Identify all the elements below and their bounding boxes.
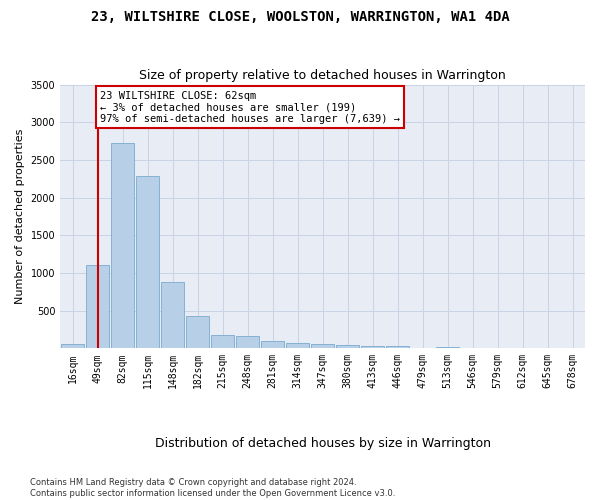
Bar — [136, 176, 159, 348]
Bar — [86, 266, 109, 348]
Y-axis label: Number of detached properties: Number of detached properties — [15, 128, 25, 304]
Bar — [311, 344, 334, 348]
Bar — [361, 346, 384, 348]
Bar — [161, 282, 184, 348]
Bar — [112, 142, 134, 348]
Text: 23 WILTSHIRE CLOSE: 62sqm
← 3% of detached houses are smaller (199)
97% of semi-: 23 WILTSHIRE CLOSE: 62sqm ← 3% of detach… — [100, 90, 400, 124]
Text: Contains HM Land Registry data © Crown copyright and database right 2024.
Contai: Contains HM Land Registry data © Crown c… — [30, 478, 395, 498]
Bar — [262, 341, 284, 348]
Bar — [386, 346, 409, 348]
Bar — [61, 344, 84, 348]
Bar — [236, 336, 259, 348]
Title: Size of property relative to detached houses in Warrington: Size of property relative to detached ho… — [139, 69, 506, 82]
Bar — [187, 316, 209, 348]
X-axis label: Distribution of detached houses by size in Warrington: Distribution of detached houses by size … — [155, 437, 491, 450]
Bar — [436, 347, 459, 348]
Bar — [286, 344, 309, 348]
Text: 23, WILTSHIRE CLOSE, WOOLSTON, WARRINGTON, WA1 4DA: 23, WILTSHIRE CLOSE, WOOLSTON, WARRINGTO… — [91, 10, 509, 24]
Bar — [337, 346, 359, 348]
Bar — [211, 336, 234, 348]
